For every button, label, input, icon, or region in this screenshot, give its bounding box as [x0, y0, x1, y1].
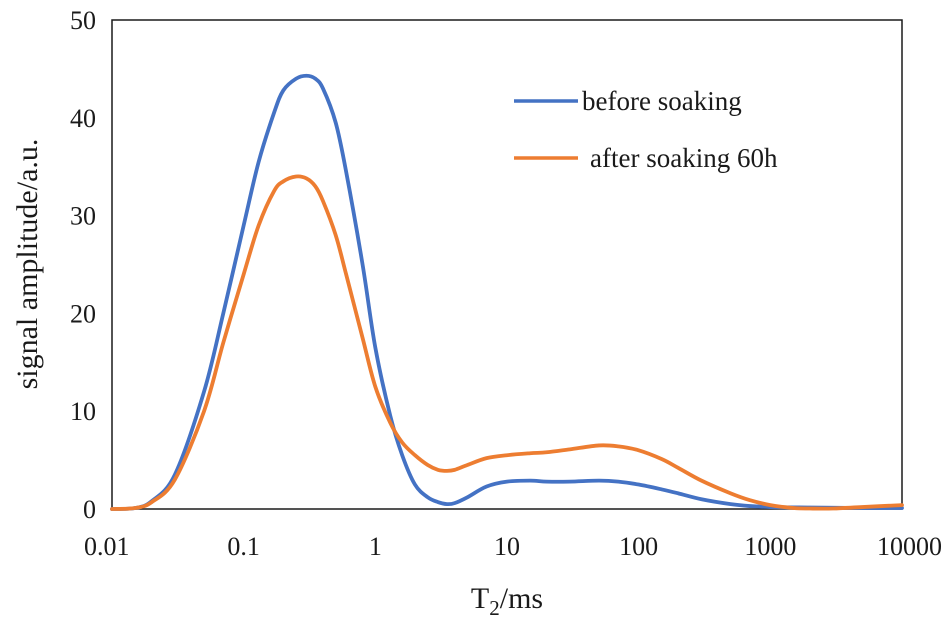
- x-tick-label: 1: [369, 532, 382, 561]
- x-tick-label: 10000: [877, 532, 942, 561]
- y-tick-label: 50: [70, 6, 96, 35]
- x-axis-title: T2/ms: [471, 582, 543, 620]
- x-tick-label: 100: [619, 532, 658, 561]
- y-axis-title: signal amplitude/a.u.: [11, 139, 44, 390]
- x-tick-label: 1000: [744, 532, 796, 561]
- series-line-before-soaking: [110, 73, 904, 511]
- plot-area: [111, 19, 903, 510]
- legend-label-before-soaking: before soaking: [582, 86, 742, 116]
- series-line-after-soaking-60h: [110, 174, 904, 511]
- y-tick-label: 20: [70, 299, 96, 328]
- y-tick-label: 30: [70, 202, 96, 231]
- x-tick-label: 0.01: [84, 532, 130, 561]
- legend-label-after-soaking: after soaking 60h: [590, 143, 778, 173]
- legend: before soaking after soaking 60h: [514, 86, 778, 173]
- y-tick-label: 10: [70, 397, 96, 426]
- x-tick-label: 10: [494, 532, 520, 561]
- y-tick-label: 0: [83, 495, 96, 524]
- y-tick-label: 40: [70, 104, 96, 133]
- x-tick-label: 0.1: [227, 532, 260, 561]
